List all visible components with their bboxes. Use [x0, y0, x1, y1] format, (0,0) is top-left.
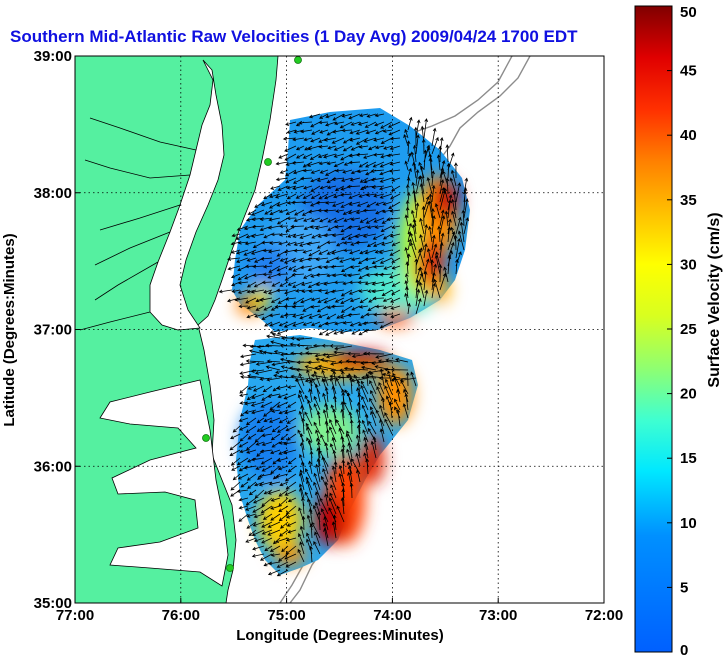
velocity-arrow-glyphs [218, 113, 469, 577]
x-tick-label: 74:00 [373, 607, 411, 624]
colorbar-tick-label: 25 [680, 321, 697, 338]
bay-tributary [79, 117, 197, 331]
colorbar-gradient [634, 5, 673, 653]
colorbar-tick-label: 50 [680, 4, 697, 21]
y-tick-label: 36:00 [34, 458, 72, 475]
y-tick-label: 35:00 [34, 595, 72, 612]
x-tick-label: 77:00 [56, 607, 94, 624]
colorbar-tick-label: 35 [680, 192, 697, 209]
radar-station-marker [226, 564, 234, 572]
colorbar-ticks: 0 5 10 15 20 25 30 35 40 45 50 [667, 4, 697, 659]
y-tick-label: 38:00 [34, 185, 72, 202]
y-axis-label: Latitude (Degrees:Minutes) [1, 233, 18, 426]
x-tick-label: 73:00 [479, 607, 517, 624]
colorbar-label: Surface Velocity (cm/s) [706, 212, 723, 387]
x-axis-ticks: 77:00 76:00 75:00 74:00 73:00 72:00 [56, 598, 623, 624]
radar-station-marker [202, 434, 210, 442]
y-tick-label: 37:00 [34, 322, 72, 339]
radar-station-marker [264, 158, 272, 166]
colorbar-tick-label: 10 [680, 515, 697, 532]
x-tick-label: 72:00 [585, 607, 623, 624]
pamlico-sound [99, 379, 229, 587]
x-axis-label: Longitude (Degrees:Minutes) [236, 627, 444, 644]
colorbar-tick-label: 30 [680, 256, 697, 273]
y-tick-label: 39:00 [34, 48, 72, 65]
colorbar-tick-label: 45 [680, 63, 697, 80]
velocity-vectors [218, 113, 469, 577]
radar-station-marker [294, 56, 302, 64]
chart-title: Southern Mid-Atlantic Raw Velocities (1 … [10, 27, 578, 46]
map-plot-area [75, 56, 604, 603]
colorbar-tick-label: 40 [680, 127, 697, 144]
colorbar-tick-label: 0 [680, 642, 688, 659]
map-grid [75, 56, 604, 603]
x-tick-label: 75:00 [267, 607, 305, 624]
colorbar-tick-label: 5 [680, 579, 688, 596]
bathymetry-contour [414, 56, 513, 133]
colorbar: 0 5 10 15 20 25 30 35 40 45 50 Surface Velocity (c… [634, 4, 723, 659]
colorbar-tick-label: 20 [680, 386, 697, 403]
colorbar-tick-label: 15 [680, 450, 697, 467]
y-axis-ticks: 35:00 36:00 37:00 38:00 39:00 [34, 48, 80, 612]
x-tick-label: 76:00 [162, 607, 200, 624]
